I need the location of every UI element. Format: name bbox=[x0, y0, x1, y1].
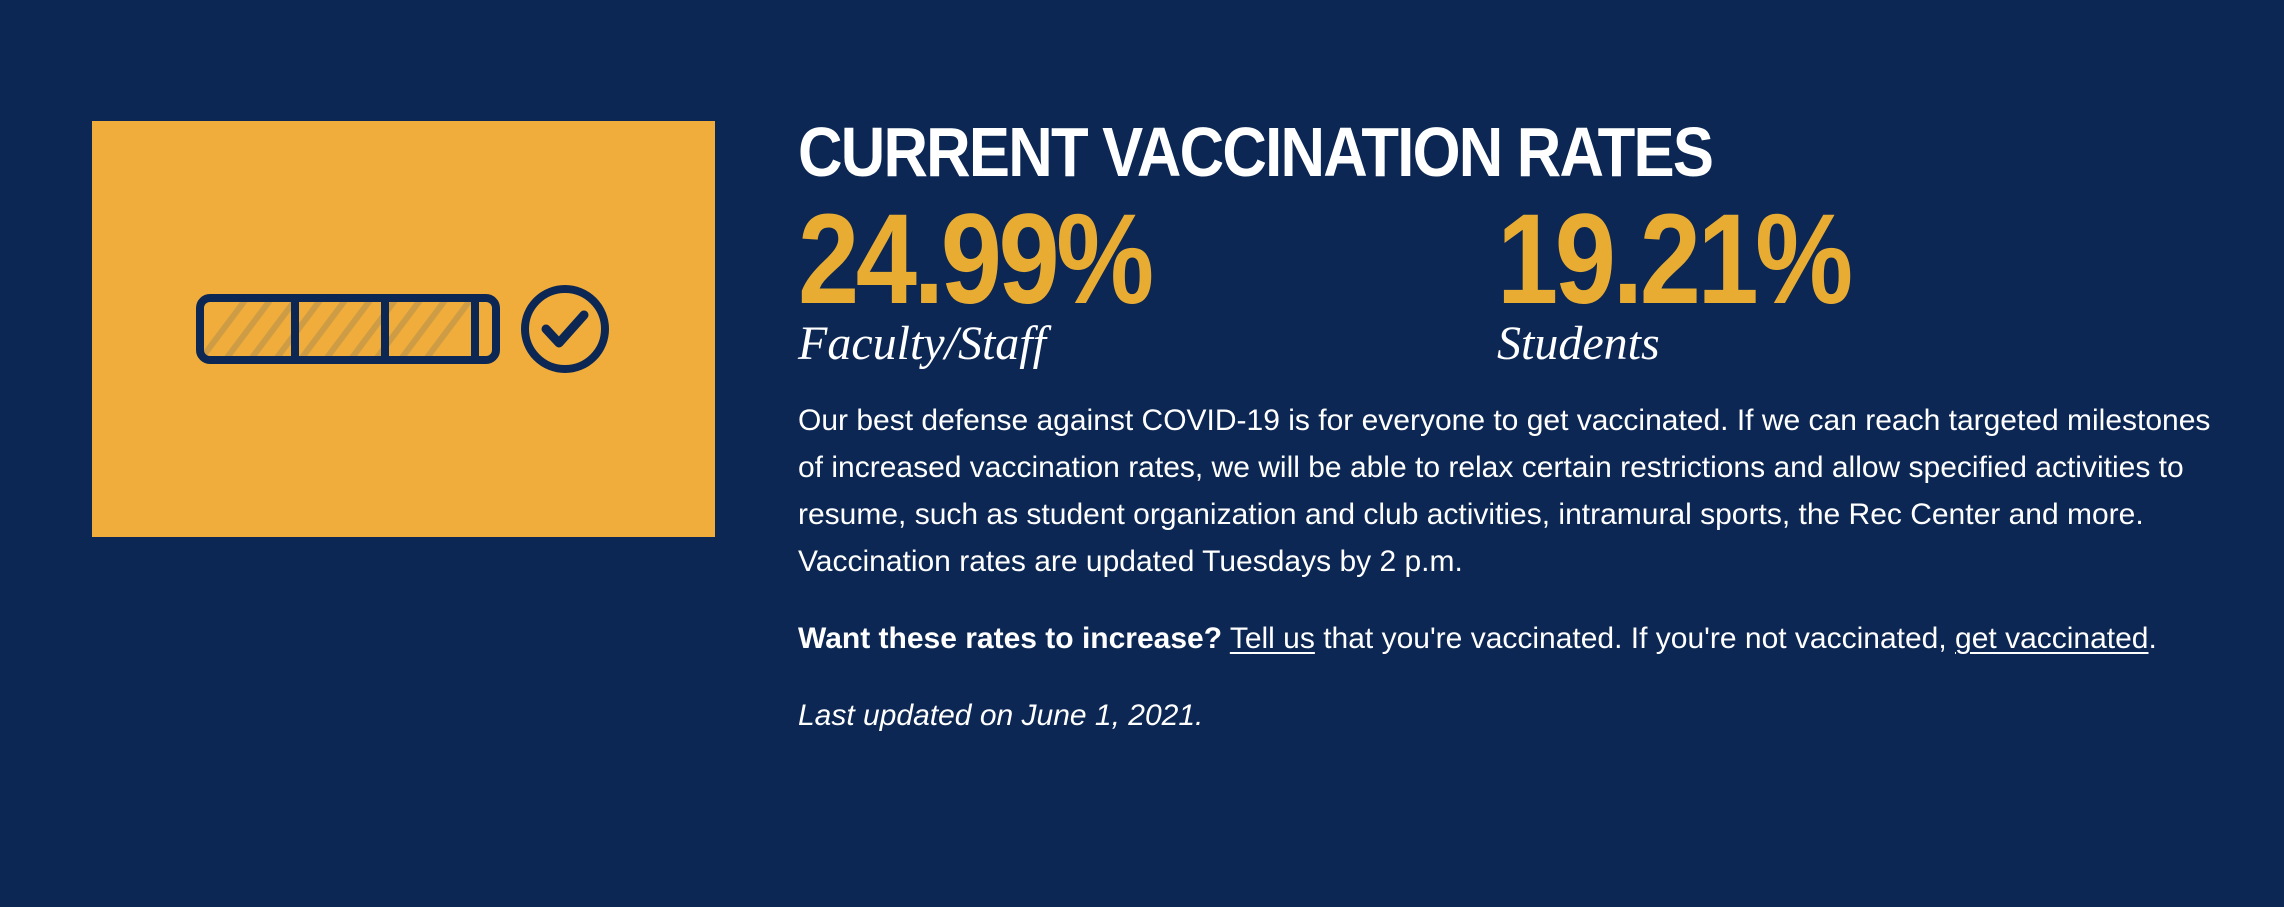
cta-middle-text: that you're vaccinated. If you're not va… bbox=[1314, 622, 1956, 655]
call-to-action-paragraph: Want these rates to increase? Tell us th… bbox=[798, 615, 2238, 662]
stat-faculty-staff: 24.99% Faculty/Staff bbox=[798, 192, 1208, 368]
tell-us-link[interactable]: Tell us bbox=[1229, 622, 1315, 655]
page-title: CURRENT VACCINATION RATES bbox=[798, 113, 1714, 191]
stat-label-students: Students bbox=[1497, 317, 1660, 370]
progress-bar-check-icon bbox=[196, 285, 609, 373]
last-updated-text: Last updated on June 1, 2021. bbox=[798, 699, 1204, 732]
vaccination-progress-illustration bbox=[92, 121, 715, 537]
vaccination-rates-content: CURRENT VACCINATION RATES 24.99% Faculty… bbox=[798, 112, 2238, 739]
intro-paragraph: Our best defense against COVID-19 is for… bbox=[798, 404, 2211, 578]
cta-end-text: . bbox=[2148, 622, 2157, 655]
stats-row: 24.99% Faculty/Staff 19.21% Students bbox=[798, 192, 2238, 368]
stat-value-students: 19.21% bbox=[1497, 188, 1853, 331]
cta-question: Want these rates to increase? bbox=[798, 622, 1223, 655]
stat-label-faculty-staff: Faculty/Staff bbox=[798, 317, 1046, 370]
stat-students: 19.21% Students bbox=[1497, 192, 1907, 368]
get-vaccinated-link[interactable]: get vaccinated bbox=[1955, 622, 2149, 655]
stat-value-faculty-staff: 24.99% bbox=[798, 188, 1154, 331]
